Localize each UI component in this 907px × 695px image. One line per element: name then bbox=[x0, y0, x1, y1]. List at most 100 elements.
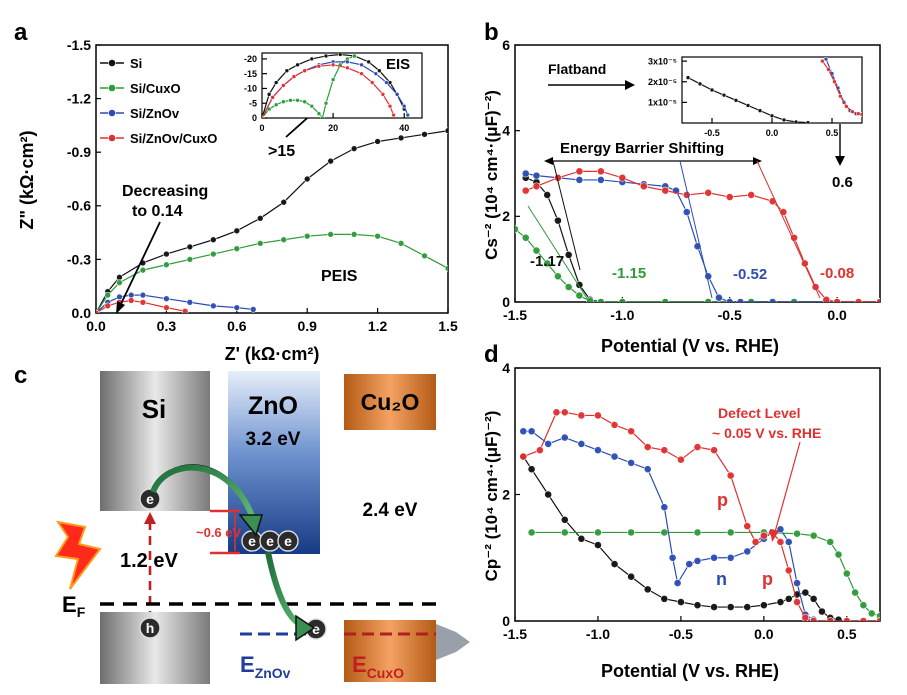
ai-series-point bbox=[391, 112, 396, 118]
d-series-point bbox=[876, 617, 880, 621]
legend-a: Si Si/CuxO Si/ZnOv Si/ZnOv/CuxO bbox=[100, 56, 217, 146]
d-series-point bbox=[743, 522, 752, 531]
ai-series-point bbox=[380, 92, 386, 97]
d-series-point bbox=[784, 566, 793, 575]
bi-series-point bbox=[745, 103, 751, 108]
ai-series-point bbox=[262, 115, 265, 118]
inset-frame-b bbox=[681, 56, 863, 124]
b-series-point bbox=[521, 169, 530, 178]
defect-arrow bbox=[774, 441, 801, 533]
d-series-point bbox=[560, 408, 569, 417]
a-series-point bbox=[210, 302, 217, 310]
fit-line-cuxo-green bbox=[527, 205, 589, 301]
a-series-point bbox=[249, 306, 257, 313]
inset-title-eis: EIS bbox=[386, 56, 410, 73]
b-series-point bbox=[725, 298, 734, 302]
ai-series-point bbox=[316, 63, 322, 69]
ai-series-point bbox=[384, 80, 389, 85]
x-axis-ticks-b: -1.5 -1.0 -0.5 0.0 bbox=[503, 297, 847, 323]
electron-zno-3-circle bbox=[277, 530, 299, 552]
d-series-point bbox=[743, 603, 752, 611]
d-series-point bbox=[834, 550, 843, 559]
d-series-point bbox=[818, 607, 826, 616]
b-series-point bbox=[532, 171, 541, 180]
b-series-point bbox=[596, 167, 605, 176]
b-ytick-label: 6 bbox=[502, 37, 510, 53]
ai-series-point bbox=[377, 68, 382, 74]
d-series-point bbox=[851, 588, 860, 597]
d-ytick-label: 2 bbox=[502, 486, 510, 502]
legend-label: Si/ZnOv bbox=[130, 106, 180, 121]
d-series-point bbox=[527, 465, 536, 474]
d-series-point bbox=[660, 594, 669, 603]
ai-series-point bbox=[359, 62, 364, 68]
b-series-point bbox=[521, 186, 530, 195]
znov-level-label: EZnOv bbox=[240, 652, 291, 681]
a-series-point bbox=[256, 240, 264, 247]
b-series-point bbox=[532, 182, 541, 191]
transfer-arrowhead-1 bbox=[238, 514, 264, 537]
ai-series-point bbox=[284, 68, 290, 74]
d-series-point bbox=[544, 439, 553, 448]
b-series-point bbox=[554, 272, 562, 281]
y-axis-ticks-d: 0 2 4 bbox=[502, 360, 520, 629]
defect-arrowhead bbox=[770, 529, 779, 542]
a-series-point bbox=[104, 291, 112, 299]
d-xtick-label: 0.0 bbox=[754, 626, 774, 642]
d-series-point bbox=[552, 408, 561, 417]
d-series-point bbox=[726, 553, 735, 562]
b-series-line-0 bbox=[525, 177, 880, 302]
ai-series-point bbox=[330, 62, 336, 68]
b-series-point bbox=[618, 298, 627, 302]
b-series-point bbox=[768, 298, 777, 302]
ai-series-point bbox=[270, 95, 275, 100]
a-ytick-label: -0.6 bbox=[67, 198, 91, 214]
a-series-point bbox=[421, 252, 428, 260]
d-series-point bbox=[826, 617, 835, 621]
a-series-point bbox=[374, 138, 381, 145]
b-series-point bbox=[543, 259, 552, 268]
b-series-point bbox=[822, 295, 831, 302]
d-series-line-1 bbox=[531, 531, 880, 617]
a-series-point bbox=[397, 134, 405, 142]
y-axis-ticks-b: 0 2 4 6 bbox=[502, 37, 520, 310]
a-series-point bbox=[233, 227, 241, 235]
ai-series-point bbox=[273, 102, 279, 108]
d-series-point bbox=[809, 617, 818, 621]
series-group-a bbox=[96, 127, 448, 313]
bi-series-point bbox=[757, 108, 763, 113]
b-series-point bbox=[661, 298, 670, 302]
inset-series-b bbox=[685, 57, 862, 123]
d-series-point bbox=[809, 594, 818, 603]
d-series-point bbox=[560, 515, 569, 524]
a-series-point bbox=[280, 198, 288, 206]
b-xtick-label: 0.0 bbox=[827, 307, 847, 323]
bi-series-point bbox=[685, 75, 691, 80]
a-xtick-label: 1.2 bbox=[368, 318, 388, 334]
ai-series-point bbox=[387, 103, 393, 109]
d-series-point bbox=[834, 615, 843, 621]
ai-series-point bbox=[273, 80, 279, 85]
b-series-point bbox=[575, 176, 584, 184]
bi-series-point bbox=[697, 81, 703, 87]
b-series-point bbox=[596, 176, 605, 184]
x-axis-ticks-a: 0.0 0.3 0.6 0.9 1.2 1.5 bbox=[86, 308, 458, 334]
electron-zno-2-label: e bbox=[266, 533, 274, 549]
d-series-point bbox=[685, 560, 694, 568]
a-series-point bbox=[303, 175, 311, 183]
d-series-point bbox=[577, 411, 586, 420]
d-series-point bbox=[759, 531, 768, 540]
transfer-arrowhead-2 bbox=[295, 614, 316, 642]
annotation-gt15: >15 bbox=[268, 143, 295, 160]
ai-ytick-label: -20 bbox=[244, 54, 257, 64]
ai-series-point bbox=[323, 100, 329, 106]
a-series-point bbox=[374, 232, 381, 240]
d-series-point bbox=[776, 598, 785, 606]
ai-series-point bbox=[401, 103, 407, 109]
ai-series-point bbox=[369, 80, 375, 85]
b-series-point bbox=[564, 250, 573, 259]
a-series-point bbox=[163, 250, 170, 258]
d-series-point bbox=[577, 439, 586, 448]
d-series-point bbox=[560, 433, 569, 442]
b-series-point bbox=[854, 298, 863, 302]
